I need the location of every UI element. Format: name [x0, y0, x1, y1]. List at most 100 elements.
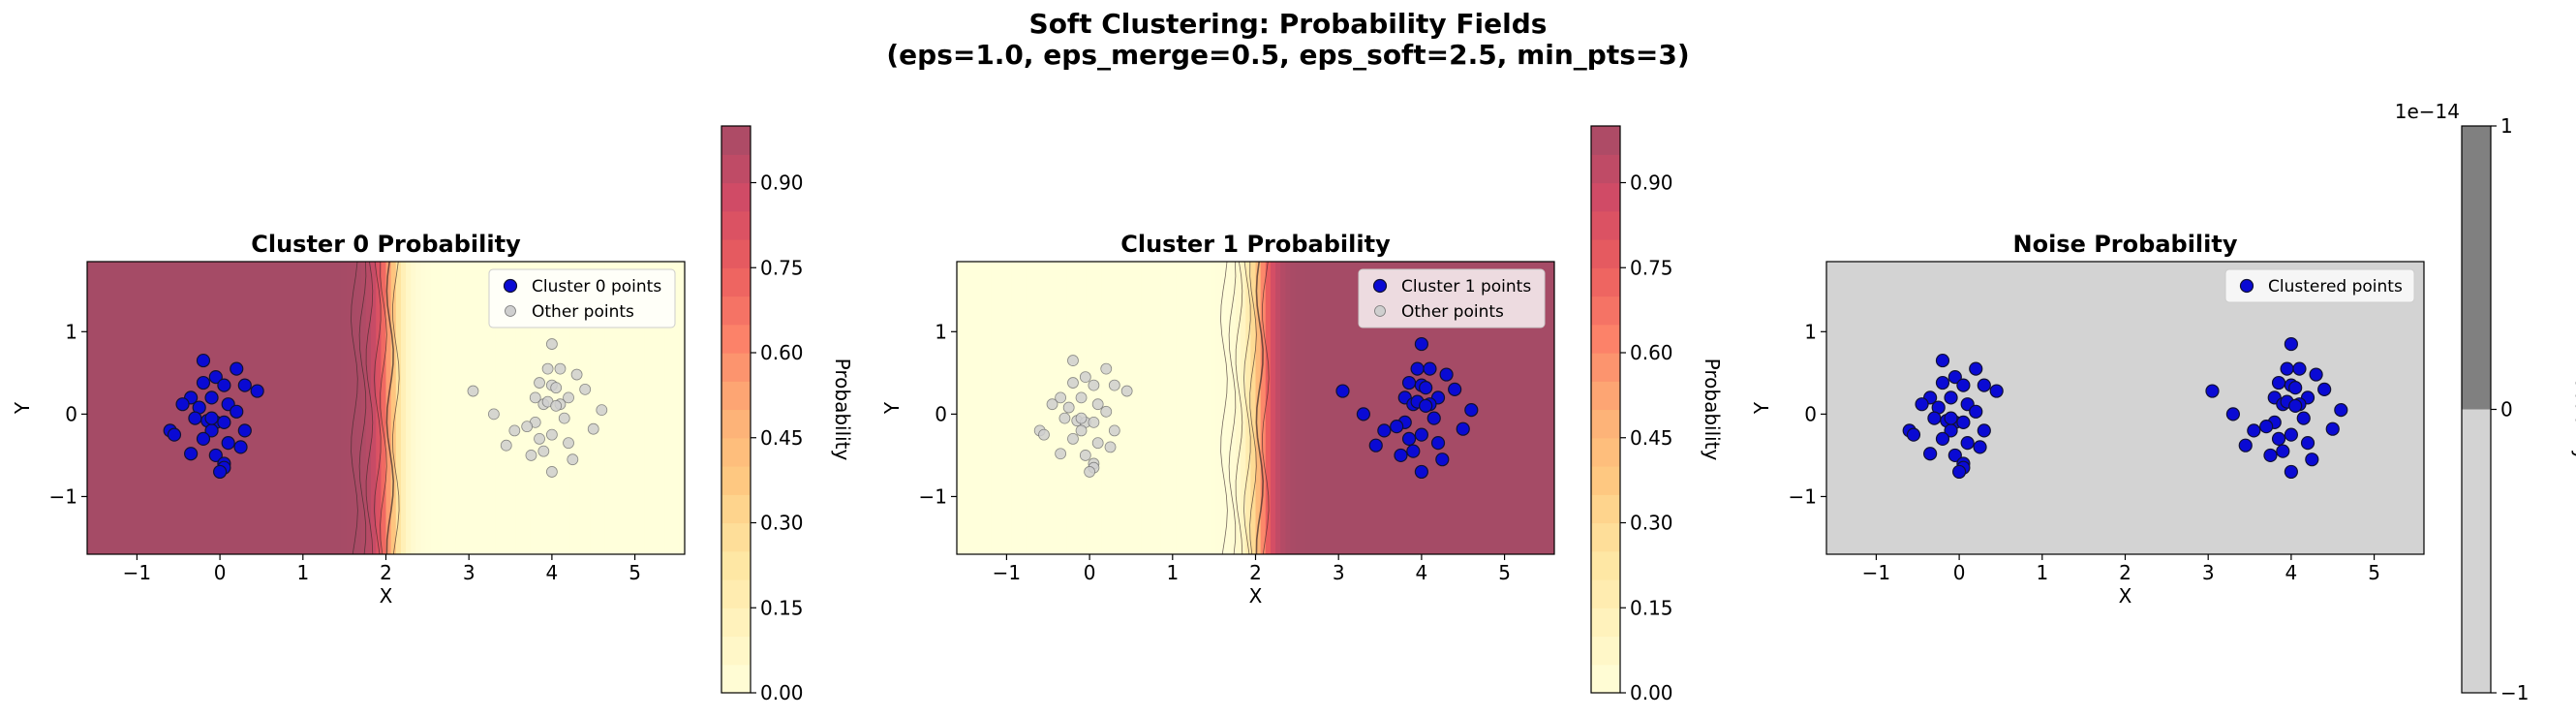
cluster0-point — [230, 405, 243, 418]
clustered-point — [1970, 405, 1982, 418]
field-band — [1017, 262, 1023, 554]
legend-marker — [506, 306, 516, 317]
other-point — [1085, 466, 1095, 477]
field-band — [117, 262, 123, 554]
field-band — [171, 262, 177, 554]
field-band — [127, 262, 133, 554]
field-band — [1131, 262, 1137, 554]
cluster1-point — [1369, 439, 1382, 452]
colorbar-tick-label: 0.75 — [760, 256, 804, 279]
other-point — [567, 454, 578, 465]
clustered-point — [2297, 412, 2310, 424]
x-tick-label: 5 — [629, 561, 641, 584]
legend-marker — [2241, 280, 2254, 293]
other-point — [1092, 399, 1103, 410]
field-band — [1161, 262, 1167, 554]
colorbar: 0.000.150.300.450.600.750.90Probability — [1591, 126, 1724, 704]
other-point — [1080, 450, 1090, 460]
field-band — [142, 262, 148, 554]
colorbar-band — [1591, 183, 1620, 212]
field-band — [1057, 262, 1062, 554]
cluster1-point — [1427, 412, 1440, 424]
field-band — [317, 262, 322, 554]
colorbar-tick-label: 0 — [2500, 398, 2513, 421]
field-band — [296, 262, 302, 554]
cluster1-point — [1449, 383, 1461, 395]
colorbar-tick-label: 0.45 — [760, 426, 804, 450]
colorbar-band — [721, 466, 751, 495]
field-band — [436, 262, 442, 554]
clustered-point — [1978, 424, 1990, 437]
field-band — [475, 262, 481, 554]
clustered-point — [2239, 439, 2252, 452]
other-point — [546, 339, 557, 350]
cluster1-point — [1420, 399, 1432, 412]
colorbar-band — [721, 551, 751, 580]
field-band — [1191, 262, 1197, 554]
cluster1-point — [1403, 377, 1416, 390]
clustered-point — [2293, 362, 2306, 375]
cluster0-point — [176, 398, 189, 411]
y-axis-label: Y — [1750, 401, 1773, 415]
field-band — [1141, 262, 1147, 554]
field-band — [1166, 262, 1172, 554]
field-band — [420, 262, 426, 554]
clustered-point — [1936, 377, 1948, 390]
field-band — [87, 262, 93, 554]
cluster0-point — [238, 424, 251, 437]
other-point — [1056, 449, 1066, 459]
y-tick-label: −1 — [1789, 484, 1817, 508]
field-band — [311, 262, 317, 554]
field-band — [1271, 262, 1276, 554]
field-band — [1236, 262, 1242, 554]
colorbar-tick-label: 0.15 — [760, 596, 804, 619]
colorbar-tick-label: 0.60 — [760, 341, 804, 364]
field-band — [401, 262, 407, 554]
field-band — [415, 262, 421, 554]
colorbar-tick-label: 0.00 — [760, 681, 804, 704]
colorbar-offset-text: 1e−14 — [2395, 100, 2460, 123]
other-point — [1109, 380, 1119, 390]
clustered-point — [2264, 449, 2277, 461]
field-band — [1285, 262, 1291, 554]
colorbar-band — [721, 608, 751, 637]
colorbar-label: Probability — [1701, 359, 1724, 461]
clustered-point — [1990, 385, 2003, 397]
colorbar-band — [1591, 211, 1620, 240]
other-point — [1080, 372, 1090, 383]
colorbar-band — [721, 381, 751, 410]
x-axis-label: X — [1249, 584, 1263, 608]
other-point — [522, 421, 533, 432]
colorbar-band — [721, 267, 751, 297]
field-band — [1335, 262, 1341, 554]
field-band — [147, 262, 153, 554]
x-axis-label: X — [2119, 584, 2132, 608]
field-band — [1036, 262, 1042, 554]
colorbar-band — [1591, 466, 1620, 495]
field-band — [1151, 262, 1157, 554]
field-band — [987, 262, 993, 554]
field-band — [1325, 262, 1331, 554]
other-point — [597, 405, 607, 416]
field-band — [291, 262, 297, 554]
field-band — [206, 262, 212, 554]
field-band — [1201, 262, 1207, 554]
colorbar-band — [1591, 523, 1620, 552]
cluster1-point — [1465, 404, 1478, 417]
other-point — [546, 429, 557, 440]
legend: Clustered points — [2225, 269, 2414, 302]
other-point — [538, 446, 549, 456]
field-band — [426, 262, 432, 554]
cluster0-point — [214, 465, 227, 478]
colorbar-tick-label: 1 — [2500, 114, 2513, 138]
x-tick-label: 5 — [1498, 561, 1511, 584]
field-band — [1331, 262, 1336, 554]
colorbar-band — [721, 325, 751, 354]
field-band — [137, 262, 142, 554]
clustered-point — [1945, 412, 1957, 424]
cluster1-point — [1357, 408, 1369, 421]
field-band — [431, 262, 437, 554]
colorbar-band — [1591, 410, 1620, 439]
x-tick-label: −1 — [993, 561, 1021, 584]
